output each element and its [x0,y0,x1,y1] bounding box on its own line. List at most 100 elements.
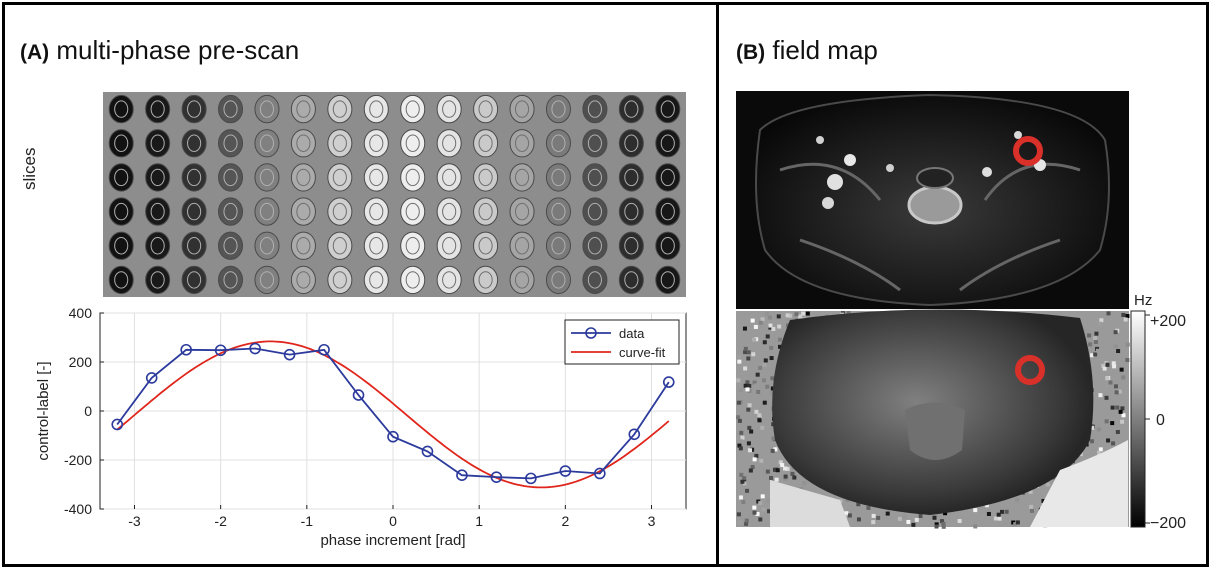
slice-thumbnail [400,197,426,226]
slice-texture [114,168,129,187]
slice-texture [114,100,129,118]
noise-pixel [856,517,861,522]
slice-thumbnail [254,197,280,226]
slice-thumbnail [181,197,207,226]
noise-pixel [758,320,763,325]
noise-pixel [1110,405,1115,410]
noise-pixel [1105,376,1110,381]
slice-thumbnail [254,94,280,124]
noise-pixel [742,476,747,481]
noise-pixel [871,513,876,518]
noise-pixel [741,500,746,505]
slice-texture [405,237,420,255]
slice-thumbnail [545,94,571,124]
noise-pixel [765,384,770,389]
slice-thumbnail [254,129,280,158]
noise-pixel [1125,358,1130,363]
noise-pixel [760,425,765,430]
slice-thumbnail [108,94,134,124]
noise-pixel [749,429,754,434]
noise-pixel [885,511,890,516]
slice-texture [150,237,165,255]
noise-pixel [758,517,763,522]
panel-a-title: (A) multi-phase pre-scan [20,35,299,66]
y-tick-label: 400 [69,305,93,321]
slice-thumbnail [436,265,462,295]
legend-label-data: data [619,326,645,341]
noise-pixel [752,510,757,515]
noise-pixel [897,516,902,521]
noise-pixel [770,448,775,453]
noise-pixel [1090,425,1095,430]
slice-texture [660,271,675,289]
slice-texture [514,237,530,255]
noise-pixel [750,465,755,470]
slice-texture [587,237,602,255]
noise-pixel [1118,409,1123,414]
slice-texture [296,100,311,118]
slice-thumbnail [181,94,207,124]
noise-pixel [846,311,851,316]
slice-texture [296,168,311,187]
slice-texture [150,271,165,289]
noise-pixel [1102,366,1107,371]
slice-thumbnail [145,231,171,260]
slice-texture [114,271,129,289]
slice-texture [114,202,129,221]
slice-thumbnail [218,197,244,226]
slice-texture [369,168,384,187]
panel-b-title-text: field map [772,35,878,65]
noise-pixel [1095,348,1100,353]
slice-texture [296,202,311,221]
slice-texture [551,100,566,118]
slice-texture [587,168,602,187]
slice-texture [660,168,675,187]
slice-thumbnail [655,197,681,226]
noise-pixel [788,313,793,318]
slice-thumbnail [618,163,644,192]
noise-pixel [1120,419,1125,424]
noise-pixel [769,475,774,480]
slice-thumbnail [181,231,207,260]
slice-texture [223,134,238,152]
slice-thumbnail [181,163,207,192]
noise-pixel [762,378,767,383]
slice-thumbnail [655,265,681,295]
data-point [594,467,606,480]
slice-thumbnail [363,265,389,295]
slice-thumbnail [655,129,681,158]
slice-texture [223,202,238,221]
noise-pixel [780,463,785,468]
noise-pixel [1121,312,1126,317]
field-map-image [736,309,1130,529]
noise-pixel [760,317,765,322]
noise-pixel [1114,390,1119,395]
slice-thumbnail [145,163,171,192]
slice-texture [259,202,275,221]
noise-pixel [934,524,939,529]
noise-pixel [973,508,978,513]
data-point [249,342,261,355]
noise-pixel [1123,317,1128,322]
slice-thumbnail [618,129,644,158]
slice-thumbnail [363,129,389,158]
noise-pixel [757,418,762,423]
slice-texture [514,134,530,152]
slice-texture [514,202,530,221]
noise-pixel [941,521,946,526]
noise-pixel [801,311,806,316]
x-axis-label: phase increment [rad] [320,532,465,549]
series-data-line [116,347,670,480]
slice-texture [478,168,493,187]
slice-thumbnail [400,163,426,192]
slice-thumbnail [363,94,389,124]
data-point [145,372,158,384]
noise-pixel [743,346,748,351]
noise-pixel [943,511,948,516]
noise-pixel [755,511,760,516]
slice-texture [223,168,238,187]
slice-thumbnail [218,94,244,124]
noise-pixel [745,387,750,392]
noise-pixel [805,311,810,316]
